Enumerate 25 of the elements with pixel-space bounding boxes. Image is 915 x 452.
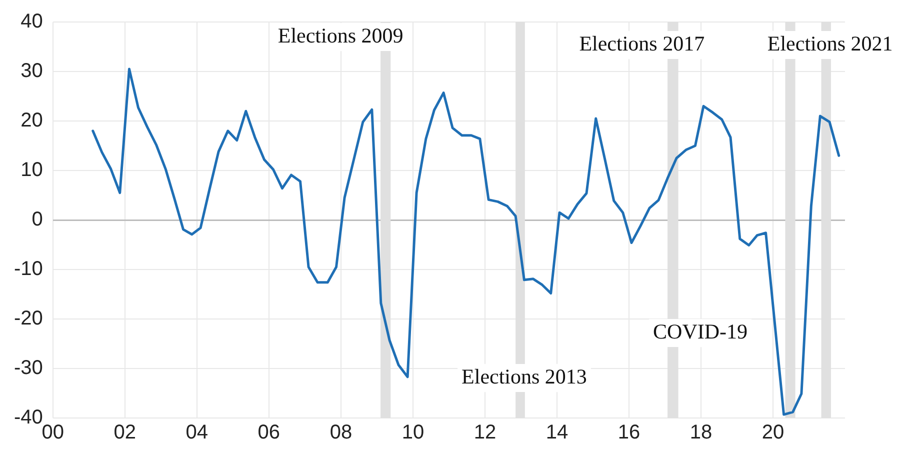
y-tick-label: 30: [20, 60, 43, 82]
x-tick-label: 16: [618, 422, 640, 444]
x-tick-label: 02: [114, 422, 136, 444]
x-tick-label: 04: [186, 422, 208, 444]
x-tick-label: 12: [474, 422, 496, 444]
x-tick-label: 08: [330, 422, 352, 444]
y-tick-label: -40: [14, 406, 43, 429]
band-label: Elections 2017: [579, 32, 705, 56]
x-tick-label: 10: [402, 422, 424, 444]
x-tick-label: 06: [258, 422, 280, 444]
band-label: Elections 2021: [767, 32, 893, 56]
x-tick-label: 20: [762, 422, 784, 444]
x-tick-label: 18: [690, 422, 712, 444]
y-tick-label: -20: [14, 308, 43, 330]
y-tick-label: 20: [20, 110, 43, 132]
x-tick-label: 14: [546, 422, 568, 444]
y-tick-label: 10: [20, 159, 43, 182]
y-tick-label: -10: [14, 258, 43, 280]
y-tick-label: 0: [32, 208, 43, 231]
y-tick-label: -30: [14, 357, 43, 380]
x-tick-label: 00: [42, 422, 64, 444]
y-tick-label: 40: [20, 10, 43, 33]
band-label: Elections 2009: [278, 24, 404, 48]
band-label: Elections 2013: [462, 364, 587, 389]
band-label: COVID-19: [653, 320, 748, 344]
